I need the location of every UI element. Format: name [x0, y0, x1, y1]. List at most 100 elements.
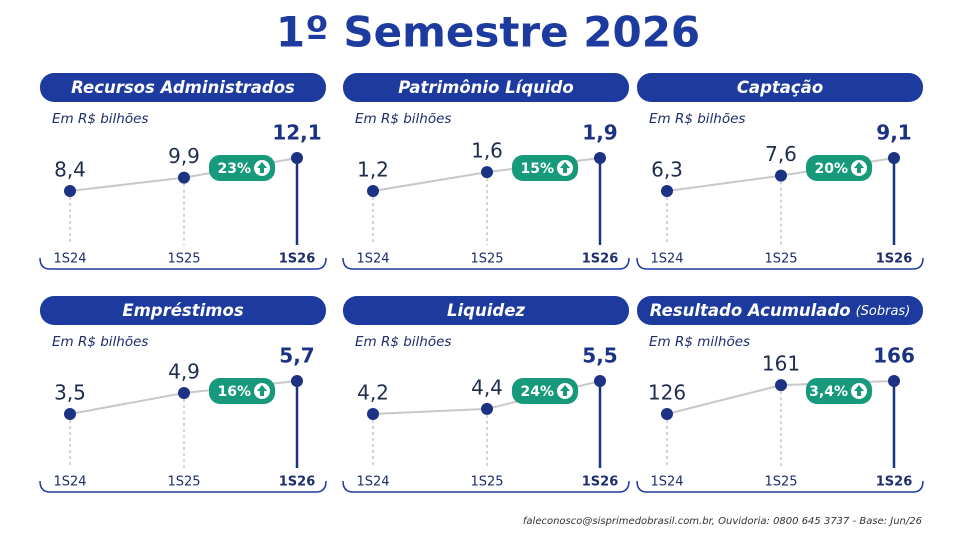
- bracket: [342, 257, 630, 270]
- panel-title: Empréstimos: [122, 301, 243, 320]
- point: [178, 387, 190, 399]
- point: [178, 171, 190, 184]
- panel-subtitle: Em R$ bilhões: [649, 111, 745, 127]
- panel-header: [40, 73, 326, 102]
- x-tick-label: 1S26: [279, 252, 316, 267]
- x-tick-label: 1S26: [582, 252, 619, 267]
- point: [661, 185, 673, 197]
- panel-title-text: Captação: [737, 78, 823, 97]
- value-label: 12,1: [272, 121, 321, 145]
- panel-title: Captação: [737, 78, 823, 97]
- x-tick-label: 1S25: [764, 252, 797, 267]
- panel-title-text: Empréstimos: [122, 301, 243, 320]
- panel-subtitle: Em R$ bilhões: [355, 334, 451, 350]
- arrow-glyph: [854, 162, 864, 173]
- value-label: 5,5: [582, 344, 617, 368]
- panel-header: [637, 73, 923, 102]
- x-tick-label: 1S25: [470, 252, 503, 267]
- x-tick-label: 1S24: [356, 475, 389, 490]
- bracket: [636, 257, 924, 270]
- point: [481, 166, 493, 179]
- value-label: 1,2: [357, 158, 389, 182]
- panel-subtitle: Em R$ milhões: [649, 334, 750, 350]
- panel-subtitle: Em R$ bilhões: [52, 334, 148, 350]
- value-label: 3,5: [54, 381, 86, 405]
- value-label: 4,4: [471, 375, 503, 399]
- value-label: 5,7: [279, 344, 314, 368]
- x-tick-label: 1S26: [279, 475, 316, 490]
- point: [367, 408, 379, 420]
- point: [775, 169, 787, 182]
- growth-label: 3,4%: [809, 384, 848, 400]
- bracket: [636, 480, 924, 493]
- panel-title: Liquidez: [447, 301, 525, 320]
- footer: faleconosco@sisprimedobrasil.com.br, Ouv…: [523, 516, 922, 527]
- point: [888, 375, 900, 387]
- point: [291, 152, 303, 164]
- x-tick-label: 1S26: [582, 475, 619, 490]
- panel-title-text: Liquidez: [447, 301, 525, 320]
- panel-title-text: Resultado Acumulado: [650, 301, 851, 320]
- point: [775, 379, 787, 392]
- panel-title: Patrimônio Líquido: [398, 78, 573, 97]
- value-label: 166: [873, 344, 915, 368]
- x-tick-label: 1S25: [470, 475, 503, 490]
- x-tick-label: 1S25: [167, 475, 200, 490]
- panel-header: [343, 296, 629, 325]
- growth-label: 24%: [520, 384, 554, 400]
- panel-title-text: Patrimônio Líquido: [398, 78, 573, 97]
- point: [367, 185, 379, 197]
- panel-subtitle: Em R$ bilhões: [52, 111, 148, 127]
- value-label: 9,9: [168, 144, 200, 168]
- x-tick-label: 1S24: [650, 252, 683, 267]
- x-tick-label: 1S25: [764, 475, 797, 490]
- panel-header: [637, 296, 923, 325]
- arrow-glyph: [854, 385, 864, 396]
- arrow-glyph: [560, 162, 570, 173]
- panel-subtitle: Em R$ bilhões: [355, 111, 451, 127]
- value-label: 8,4: [54, 158, 86, 182]
- value-label: 1,6: [471, 139, 503, 163]
- panel-header: [343, 73, 629, 102]
- value-label: 126: [648, 381, 686, 405]
- value-label: 9,1: [876, 121, 911, 145]
- point: [64, 185, 76, 197]
- value-label: 161: [762, 352, 800, 376]
- point: [594, 375, 606, 387]
- arrow-glyph: [257, 385, 267, 396]
- growth-label: 23%: [217, 161, 251, 177]
- value-label: 4,9: [168, 360, 200, 384]
- point: [661, 408, 673, 420]
- point: [64, 408, 76, 420]
- value-label: 7,6: [765, 142, 797, 166]
- panel-title-note: (Sobras): [856, 304, 911, 319]
- bracket: [342, 480, 630, 493]
- arrow-glyph: [560, 385, 570, 396]
- x-tick-label: 1S24: [53, 475, 86, 490]
- bracket: [39, 480, 327, 493]
- panel-header: [40, 296, 326, 325]
- x-tick-label: 1S26: [876, 252, 913, 267]
- x-tick-label: 1S24: [53, 252, 86, 267]
- point: [594, 152, 606, 164]
- growth-label: 20%: [814, 161, 848, 177]
- value-label: 4,2: [357, 381, 389, 405]
- panel-title-text: Recursos Administrados: [71, 78, 295, 97]
- growth-label: 16%: [217, 384, 251, 400]
- x-tick-label: 1S25: [167, 252, 200, 267]
- point: [888, 152, 900, 164]
- value-label: 1,9: [582, 121, 617, 145]
- growth-label: 15%: [520, 161, 554, 177]
- page-title: 1º Semestre 2026: [276, 8, 700, 57]
- panel-title: Recursos Administrados: [71, 78, 295, 97]
- bracket: [39, 257, 327, 270]
- panel-title: Resultado Acumulado (Sobras): [650, 301, 911, 320]
- value-label: 6,3: [651, 158, 683, 182]
- x-tick-label: 1S26: [876, 475, 913, 490]
- point: [291, 375, 303, 387]
- x-tick-label: 1S24: [650, 475, 683, 490]
- x-tick-label: 1S24: [356, 252, 389, 267]
- arrow-glyph: [257, 162, 267, 173]
- point: [481, 402, 493, 415]
